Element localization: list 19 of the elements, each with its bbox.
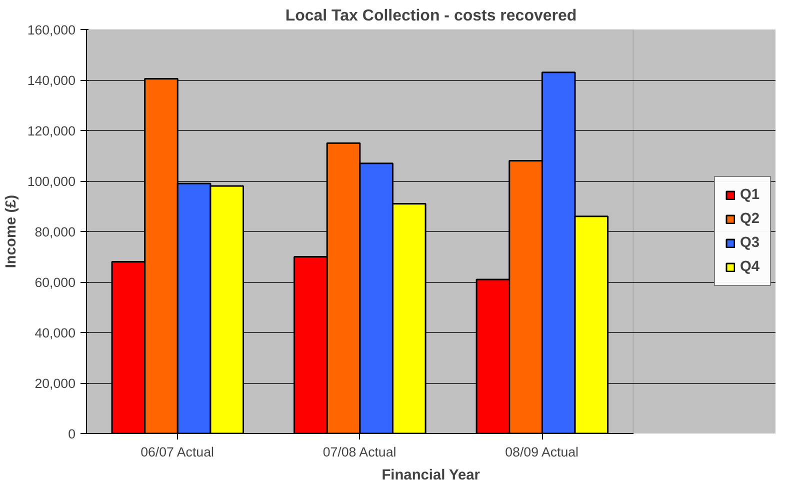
- y-tick-label: 40,000: [34, 326, 76, 340]
- x-tick-label: 06/07 Actual: [140, 444, 214, 460]
- y-tick-label: 80,000: [34, 224, 76, 240]
- y-tick-label: 0: [68, 426, 76, 442]
- x-tick-label: 07/08 Actual: [322, 444, 396, 460]
- y-tick-label: 140,000: [27, 73, 76, 88]
- y-tick-label: 160,000: [27, 22, 76, 38]
- y-tick-label: 20,000: [34, 376, 76, 391]
- legend-label: Q3: [740, 235, 760, 251]
- y-tick-label: 120,000: [27, 124, 76, 138]
- chart-title: Local Tax Collection - costs recovered: [285, 8, 577, 24]
- y-tick-label: 60,000: [34, 275, 76, 290]
- y-axis-title: Income (£): [3, 194, 20, 268]
- legend-label: Q2: [740, 211, 760, 227]
- x-tick-label: 08/09 Actual: [505, 444, 579, 460]
- legend-label: Q1: [740, 187, 760, 203]
- legend-label: Q4: [740, 259, 760, 275]
- y-tick-label: 100,000: [27, 174, 76, 189]
- x-axis-title: Financial Year: [382, 468, 480, 484]
